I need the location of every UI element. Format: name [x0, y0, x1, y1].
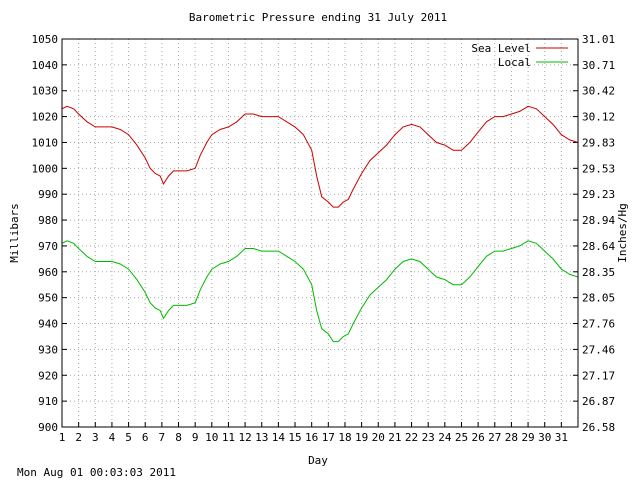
- footer-timestamp: Mon Aug 01 00:03:03 2011: [17, 466, 176, 479]
- x-tick-label: 26: [472, 431, 485, 444]
- y-tick-label: 940: [38, 318, 58, 331]
- y-tick-label: 990: [38, 188, 58, 201]
- y2-tick-label: 26.58: [582, 421, 615, 434]
- y-tick-label: 910: [38, 395, 58, 408]
- y2-tick-label: 27.17: [582, 369, 615, 382]
- x-tick-label: 9: [192, 431, 199, 444]
- x-tick-label: 19: [355, 431, 368, 444]
- x-tick-label: 27: [488, 431, 501, 444]
- y-tick-label: 1010: [32, 136, 59, 149]
- x-tick-label: 13: [255, 431, 268, 444]
- series-line-local: [61, 240, 579, 343]
- y-axis-right-label: Inches/Hg: [616, 203, 629, 263]
- x-tick-label: 24: [438, 431, 452, 444]
- y-tick-label: 950: [38, 292, 58, 305]
- y2-tick-label: 28.94: [582, 214, 615, 227]
- grid-lines: [62, 39, 578, 427]
- x-tick-label: 16: [305, 431, 318, 444]
- y2-tick-label: 27.76: [582, 318, 615, 331]
- legend: Sea Level Local: [471, 42, 568, 69]
- y2-tick-label: 29.23: [582, 188, 615, 201]
- y-tick-label: 1030: [32, 85, 59, 98]
- y-axis-left-ticks: 900 910 920 930 940 950 960 970 980 990 1000 1010 10…: [32, 33, 67, 434]
- x-axis-label: Day: [308, 454, 328, 467]
- y-tick-label: 1000: [32, 162, 59, 175]
- x-tick-label: 21: [388, 431, 401, 444]
- y2-tick-label: 31.01: [582, 33, 615, 46]
- x-tick-label: 10: [205, 431, 218, 444]
- x-tick-label: 17: [322, 431, 335, 444]
- x-tick-label: 30: [538, 431, 551, 444]
- y2-tick-label: 29.53: [582, 162, 615, 175]
- x-tick-label: 23: [422, 431, 435, 444]
- series-line-sea-level: [61, 105, 579, 208]
- y2-tick-label: 28.64: [582, 240, 615, 253]
- y2-tick-label: 30.12: [582, 111, 615, 124]
- plot-frame: [61, 38, 579, 428]
- y-tick-label: 960: [38, 266, 58, 279]
- x-tick-label: 11: [222, 431, 235, 444]
- y2-tick-label: 27.46: [582, 343, 615, 356]
- chart-title: Barometric Pressure ending 31 July 2011: [189, 11, 447, 24]
- x-tick-label: 3: [92, 431, 99, 444]
- y-tick-label: 900: [38, 421, 58, 434]
- x-tick-label: 1: [59, 431, 66, 444]
- y-tick-label: 1050: [32, 33, 59, 46]
- y-tick-label: 970: [38, 240, 58, 253]
- x-tick-label: 31: [555, 431, 568, 444]
- y-tick-label: 980: [38, 214, 58, 227]
- x-axis-ticks: 1 2 3 4 5 6 7 8 9 10 11 12 13 14 15 16 17 18 19 20 21 22 23 24 2…: [59, 422, 568, 444]
- x-tick-label: 2: [75, 431, 82, 444]
- x-tick-label: 6: [142, 431, 149, 444]
- x-tick-label: 12: [238, 431, 251, 444]
- x-tick-label: 18: [338, 431, 351, 444]
- x-tick-label: 8: [175, 431, 182, 444]
- y2-tick-label: 28.35: [582, 266, 615, 279]
- series-lines: [61, 105, 579, 343]
- legend-label-sea-level: Sea Level: [471, 42, 531, 55]
- y-tick-label: 1040: [32, 59, 59, 72]
- x-tick-label: 20: [372, 431, 385, 444]
- y2-tick-label: 26.87: [582, 395, 615, 408]
- x-tick-label: 4: [109, 431, 116, 444]
- x-tick-label: 29: [521, 431, 534, 444]
- x-tick-label: 7: [159, 431, 166, 444]
- x-tick-label: 15: [288, 431, 301, 444]
- x-tick-label: 14: [272, 431, 286, 444]
- y-axis-left-label: Millibars: [8, 203, 21, 263]
- y-axis-right-ticks: 26.58 26.87 27.17 27.46 27.76 28.05 28.35 28.64…: [573, 33, 615, 434]
- y-tick-label: 920: [38, 369, 58, 382]
- legend-label-local: Local: [498, 56, 531, 69]
- y-tick-label: 1020: [32, 111, 59, 124]
- y2-tick-label: 28.05: [582, 292, 615, 305]
- y2-tick-label: 30.71: [582, 59, 615, 72]
- y-tick-label: 930: [38, 343, 58, 356]
- x-tick-label: 22: [405, 431, 418, 444]
- x-tick-label: 28: [505, 431, 518, 444]
- y2-tick-label: 29.83: [582, 136, 615, 149]
- x-tick-label: 5: [125, 431, 132, 444]
- x-tick-label: 25: [455, 431, 468, 444]
- y2-tick-label: 30.42: [582, 85, 615, 98]
